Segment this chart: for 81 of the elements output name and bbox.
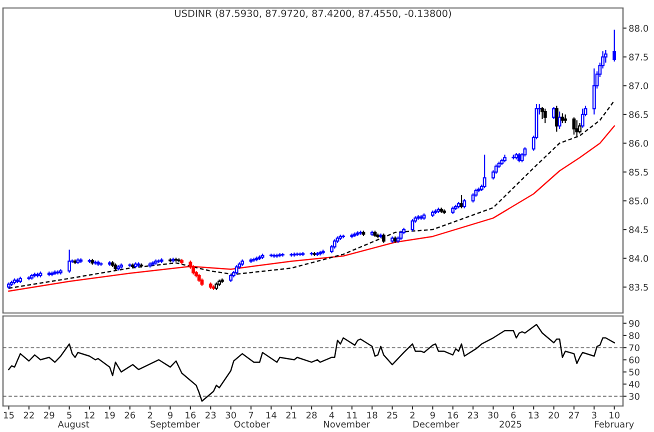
chart-title: USDINR (87.5930, 87.9720, 87.4200, 87.4550, -0.13800)	[175, 10, 451, 18]
y-tick-label: 83.5	[629, 284, 648, 291]
candlestick	[592, 68, 596, 116]
text: 2025	[500, 420, 522, 428]
x-tick-label: 29	[44, 412, 54, 419]
x-tick-label: 28	[306, 412, 317, 419]
x-tick-label: 14	[266, 412, 276, 418]
x-tick-label: 9	[430, 412, 435, 419]
x-tick-label: 20	[548, 412, 559, 419]
x-tick-label: 15	[4, 412, 14, 419]
y-tick-label: 86.0	[629, 140, 648, 147]
candlestick	[543, 108, 547, 124]
x-tick-label: 23	[468, 412, 478, 419]
text: December	[413, 420, 460, 428]
y-tick-label: 87.0	[629, 82, 648, 90]
y-tick-label: 70	[629, 344, 640, 352]
y-tick-label: 60	[629, 356, 640, 364]
y-tick-label: 90	[629, 320, 640, 327]
candlestick	[382, 233, 386, 244]
y-tick-label: 80	[629, 332, 640, 340]
x-tick-label: 27	[568, 412, 579, 418]
y-tick-label: 85.5	[629, 168, 648, 176]
y-tick-label: 87.5	[629, 54, 648, 60]
candlestick	[612, 29, 616, 62]
x-tick-label: 10	[610, 412, 620, 419]
x-tick-label: 25	[387, 412, 398, 419]
y-tick-label: 84.5	[629, 226, 648, 234]
x-tick-label: 6	[511, 412, 516, 419]
x-tick-label: 12	[84, 412, 94, 418]
line-series	[8, 324, 615, 402]
candlestick	[68, 249, 72, 274]
x-tick-label: 16	[448, 412, 458, 419]
candlestick	[33, 272, 36, 278]
x-tick-label: 9	[168, 412, 172, 419]
x-tick-label: 4	[329, 412, 334, 418]
text: November	[324, 420, 370, 428]
text: February	[595, 420, 634, 430]
candlestick	[399, 230, 403, 240]
x-tick-label: 30	[226, 412, 236, 419]
text: August	[58, 420, 90, 430]
x-tick-label: 21	[286, 412, 296, 418]
candlestick	[416, 214, 420, 220]
candlestick	[552, 106, 556, 120]
x-tick-label: 7	[248, 412, 254, 418]
candlestick	[471, 192, 475, 204]
x-tick-label: 2	[410, 412, 414, 418]
y-tick-label: 84.0	[629, 255, 648, 262]
candlestick	[462, 198, 466, 209]
x-tick-label: 19	[104, 412, 115, 419]
y-tick-label: 86.5	[629, 111, 648, 118]
x-tick-label: 11	[347, 412, 357, 418]
x-tick-label: 5	[67, 412, 72, 419]
y-tick-label: 88.0	[629, 24, 648, 32]
y-tick-label: 30	[629, 393, 640, 400]
x-tick-label: 13	[528, 412, 539, 419]
x-tick-label: 18	[367, 412, 378, 419]
x-tick-label: 2	[148, 412, 152, 418]
x-tick-label: 3	[592, 412, 596, 419]
y-tick-label: 40	[628, 380, 640, 388]
candlestick	[517, 152, 521, 163]
x-tick-label: 16	[186, 412, 196, 419]
candlestick	[482, 154, 486, 189]
x-tick-label: 23	[206, 412, 216, 419]
candlestick	[332, 238, 336, 250]
candlestick	[192, 264, 196, 275]
text: October	[234, 420, 270, 428]
candlestick	[540, 106, 544, 120]
x-tick-label: 22	[24, 412, 34, 418]
candlestick	[572, 116, 576, 136]
text: September	[150, 420, 200, 430]
candlestick	[558, 111, 562, 130]
y-tick-label: 50	[629, 368, 640, 376]
candlestick	[108, 260, 112, 266]
x-tick-label: 26	[124, 412, 136, 419]
candlestick	[554, 105, 558, 132]
x-tick-label: 30	[488, 412, 498, 419]
candlestick	[580, 108, 584, 128]
candlestick	[575, 120, 579, 137]
candlestick	[234, 264, 238, 275]
y-tick-label: 85.0	[629, 198, 648, 204]
candlestick	[560, 112, 564, 124]
